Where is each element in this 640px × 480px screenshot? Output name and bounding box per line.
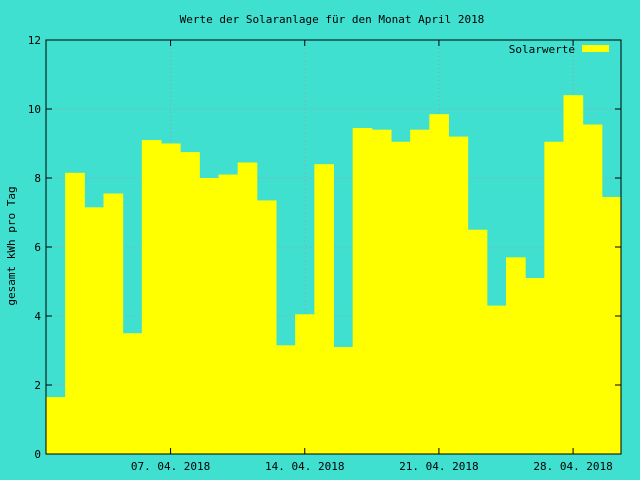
x-tick-label: 14. 04. 2018 xyxy=(265,460,344,473)
bar-day-23 xyxy=(467,229,488,454)
y-tick-label: 4 xyxy=(34,310,41,323)
bar-day-22 xyxy=(448,136,469,454)
y-tick-label: 6 xyxy=(34,241,41,254)
bar-day-8 xyxy=(180,152,200,454)
x-tick-label: 07. 04. 2018 xyxy=(131,460,210,473)
bar-day-29 xyxy=(582,124,603,455)
x-tick-label: 21. 04. 2018 xyxy=(399,460,478,473)
bar-day-5 xyxy=(122,333,143,454)
bar-day-11 xyxy=(237,162,258,454)
bar-day-30 xyxy=(601,196,622,454)
y-tick-label: 0 xyxy=(34,448,41,461)
bar-day-24 xyxy=(486,305,507,454)
legend-label-solarwerte: Solarwerte xyxy=(509,43,575,56)
bar-day-14 xyxy=(295,314,315,454)
bar-day-15 xyxy=(314,164,334,454)
bar-day-13 xyxy=(276,345,296,454)
bar-day-2 xyxy=(65,172,85,454)
x-tick-label: 28. 04. 2018 xyxy=(533,460,612,473)
bar-day-27 xyxy=(544,141,564,454)
bar-day-21 xyxy=(429,114,449,455)
bar-day-4 xyxy=(103,193,124,454)
bar-day-28 xyxy=(563,95,584,454)
y-tick-label: 10 xyxy=(28,103,41,116)
y-tick-label: 8 xyxy=(34,172,41,185)
bar-day-20 xyxy=(410,129,430,454)
bar-day-17 xyxy=(352,127,373,454)
bar-day-12 xyxy=(256,200,277,454)
axis-ticks: 0 2 4 6 8 10 12 07. 04. 2018 14. 04. 2018 21. 04.… xyxy=(28,34,621,473)
bar-day-18 xyxy=(371,129,392,454)
bar-day-25 xyxy=(506,257,526,454)
bar-day-1 xyxy=(46,397,66,454)
chart-title: Werte der Solaranlage für den Monat Apri… xyxy=(180,13,485,26)
bar-day-16 xyxy=(333,347,354,454)
bar-day-7 xyxy=(161,143,181,454)
legend: Solarwerte xyxy=(509,43,609,56)
bar-day-19 xyxy=(391,141,411,454)
bar-day-9 xyxy=(199,178,219,454)
bar-series xyxy=(46,95,622,455)
bar-day-10 xyxy=(218,174,239,455)
bar-day-6 xyxy=(141,140,162,455)
bar-day-26 xyxy=(525,278,545,454)
bar-day-3 xyxy=(84,207,104,454)
y-tick-label: 2 xyxy=(34,379,41,392)
y-tick-label: 12 xyxy=(28,34,41,47)
y-axis-label: gesamt kWh pro Tag xyxy=(5,186,18,305)
legend-swatch-solarwerte xyxy=(582,45,609,52)
